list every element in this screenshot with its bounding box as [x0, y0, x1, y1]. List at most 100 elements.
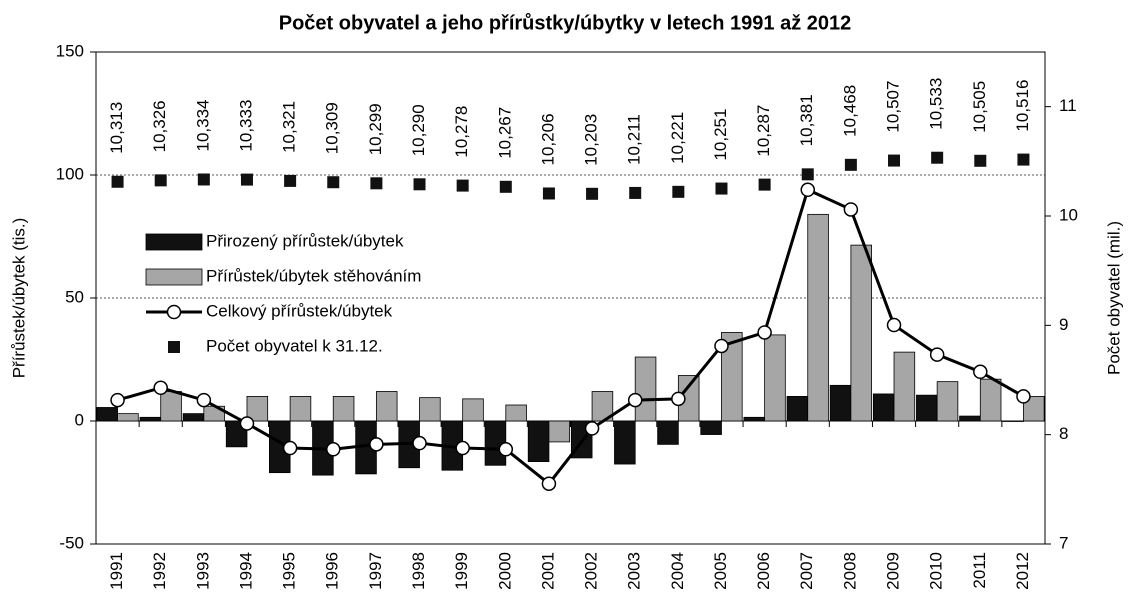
x-tick-label: 2010: [927, 552, 946, 590]
x-tick-label: 1998: [409, 552, 428, 590]
chart-title: Počet obyvatel a jeho přírůstky/úbytky v…: [279, 12, 852, 34]
legend-swatch: [168, 341, 180, 353]
line-marker: [282, 440, 298, 456]
line-marker: [196, 392, 212, 408]
x-tick-label: 2008: [840, 552, 859, 590]
point: [413, 178, 426, 191]
data-label: 10,468: [840, 85, 859, 137]
y2-tick-label: 9: [1059, 315, 1068, 334]
bar: [916, 394, 938, 422]
point: [1017, 153, 1030, 166]
data-label: 10,211: [625, 114, 644, 165]
y-axis-label: Přírůstek/úbytek (tis.): [9, 218, 28, 379]
bar: [829, 384, 852, 422]
y-tick-label: 50: [65, 287, 84, 306]
line-marker: [714, 338, 729, 354]
x-tick-label: 1991: [107, 552, 126, 590]
point: [284, 174, 297, 187]
bar: [1002, 420, 1024, 422]
legend-swatch: [166, 304, 182, 320]
x-tick-label: 1994: [236, 552, 255, 590]
bar: [614, 420, 636, 465]
legend-swatch: [145, 268, 203, 286]
point: [499, 180, 512, 193]
x-tick-label: 2007: [797, 552, 816, 590]
bar: [743, 416, 766, 422]
bar: [182, 413, 205, 422]
legend-label: Přírůstek/úbytek stěhováním: [206, 266, 421, 285]
x-tick-label: 2006: [754, 552, 773, 590]
line-marker: [110, 392, 125, 408]
data-label: 10,326: [150, 100, 169, 152]
line-marker: [973, 364, 988, 380]
line-marker: [153, 380, 168, 396]
data-label: 10,299: [366, 103, 385, 155]
line-marker: [455, 440, 470, 456]
x-tick-label: 2001: [538, 552, 557, 590]
legend-swatch: [145, 233, 203, 251]
x-tick-label: 2000: [495, 552, 514, 590]
point: [456, 179, 469, 192]
point: [931, 151, 944, 164]
legend-label: Počet obyvatel k 31.12.: [206, 336, 383, 355]
data-label: 10,505: [970, 81, 989, 133]
bar: [117, 413, 139, 422]
y2-axis-label: Počet obyvatel (mil.): [1104, 221, 1123, 375]
data-label: 10,251: [711, 109, 730, 161]
data-label: 10,333: [236, 100, 255, 152]
line-marker: [671, 391, 686, 407]
x-tick-label: 2012: [1013, 552, 1032, 590]
data-label: 10,203: [582, 114, 601, 166]
point: [844, 158, 857, 171]
bar: [160, 391, 182, 422]
bar: [936, 381, 959, 422]
line-marker: [326, 442, 341, 457]
data-label: 10,381: [797, 94, 816, 146]
line-marker: [627, 392, 643, 408]
bar: [979, 378, 1002, 422]
data-label: 10,278: [452, 106, 471, 158]
bar: [786, 395, 809, 422]
x-tick-label: 2002: [582, 552, 601, 590]
data-label: 10,206: [538, 113, 557, 165]
line-marker: [412, 435, 427, 451]
bar: [807, 213, 829, 422]
bar: [332, 395, 355, 422]
legend-label: Přirozený přírůstek/úbytek: [206, 231, 404, 250]
point: [327, 176, 340, 189]
x-tick-label: 2005: [711, 552, 730, 590]
data-label: 10,287: [754, 105, 773, 157]
point: [801, 168, 814, 181]
data-label: 10,334: [193, 99, 212, 151]
point: [154, 174, 167, 187]
bar: [1023, 395, 1045, 422]
bar: [959, 415, 981, 422]
legend-label: Celkový přírůstek/úbytek: [206, 301, 393, 320]
line-marker: [369, 437, 384, 452]
line: [117, 187, 1025, 486]
line-marker: [800, 182, 815, 198]
x-tick-label: 1992: [150, 552, 169, 590]
line-marker: [239, 416, 255, 431]
bar: [700, 420, 722, 435]
data-label: 10,313: [107, 102, 126, 154]
bar: [375, 391, 398, 422]
bar: [96, 407, 118, 422]
x-tick-label: 2009: [884, 552, 903, 590]
point: [629, 186, 642, 199]
bar: [893, 351, 916, 422]
point: [542, 187, 555, 200]
bar: [246, 395, 269, 422]
point: [888, 154, 901, 167]
point: [240, 173, 253, 186]
line-marker: [929, 347, 945, 362]
y-tick-label: 0: [75, 410, 84, 429]
x-tick-label: 2011: [970, 552, 989, 589]
data-label: 10,309: [323, 102, 342, 154]
bar: [872, 393, 895, 422]
point: [197, 173, 210, 186]
point: [672, 185, 685, 198]
line-marker: [757, 325, 772, 340]
y2-tick-label: 11: [1059, 96, 1077, 115]
